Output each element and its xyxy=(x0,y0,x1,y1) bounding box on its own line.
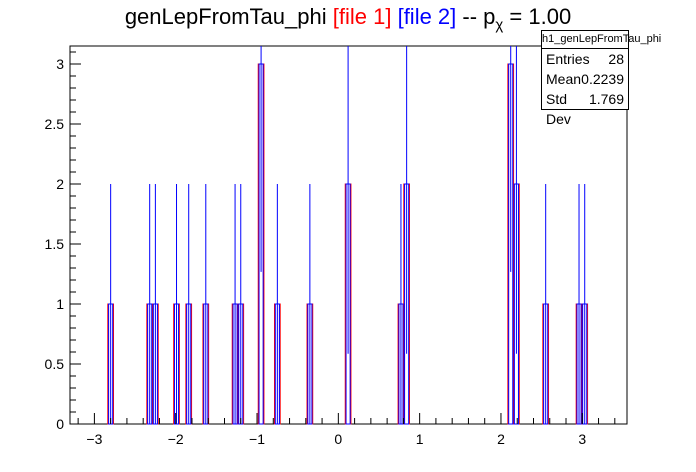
y-tick-label: 0.5 xyxy=(45,356,65,372)
stats-row-mean: Mean 0.2239 xyxy=(542,69,628,89)
y-tick-label: 0 xyxy=(56,416,64,432)
title-pvalue: = 1.00 xyxy=(509,4,572,29)
x-tick-label: 0 xyxy=(334,431,342,447)
stats-name: h1_genLepFromTau_phi xyxy=(542,31,661,49)
x-tick-label: −1 xyxy=(249,431,265,447)
stats-label: Std Dev xyxy=(546,91,571,127)
stats-value: 1.769 xyxy=(588,91,624,107)
stats-box: h1_genLepFromTau_phi Entries 28 Mean 0.2… xyxy=(541,30,661,127)
title-subscript: χ xyxy=(495,16,504,34)
stats-label: Mean xyxy=(546,71,582,87)
stats-value: 28 xyxy=(608,51,624,67)
stats-row-stddev: Std Dev 1.769 xyxy=(542,89,628,127)
title-main: genLepFromTau_phi xyxy=(124,4,327,29)
title-separator: -- p xyxy=(462,4,496,29)
y-tick-label: 3 xyxy=(56,56,64,72)
x-tick-label: 1 xyxy=(416,431,424,447)
y-tick-label: 2 xyxy=(56,176,64,192)
x-tick-label: 2 xyxy=(497,431,505,447)
stats-value: 0.2239 xyxy=(581,71,624,87)
title-file2: [file 2] xyxy=(397,4,457,29)
chart-title: genLepFromTau_phi [file 1] [file 2] -- p… xyxy=(0,4,696,33)
x-tick-label: −2 xyxy=(168,431,184,447)
stats-row-entries: Entries 28 xyxy=(542,49,628,69)
stats-label: Entries xyxy=(546,51,590,67)
y-tick-label: 1 xyxy=(56,296,64,312)
y-tick-label: 2.5 xyxy=(45,116,65,132)
x-tick-label: −3 xyxy=(86,431,102,447)
y-tick-label: 1.5 xyxy=(45,236,65,252)
x-tick-label: 3 xyxy=(578,431,586,447)
title-file1: [file 1] xyxy=(332,4,392,29)
